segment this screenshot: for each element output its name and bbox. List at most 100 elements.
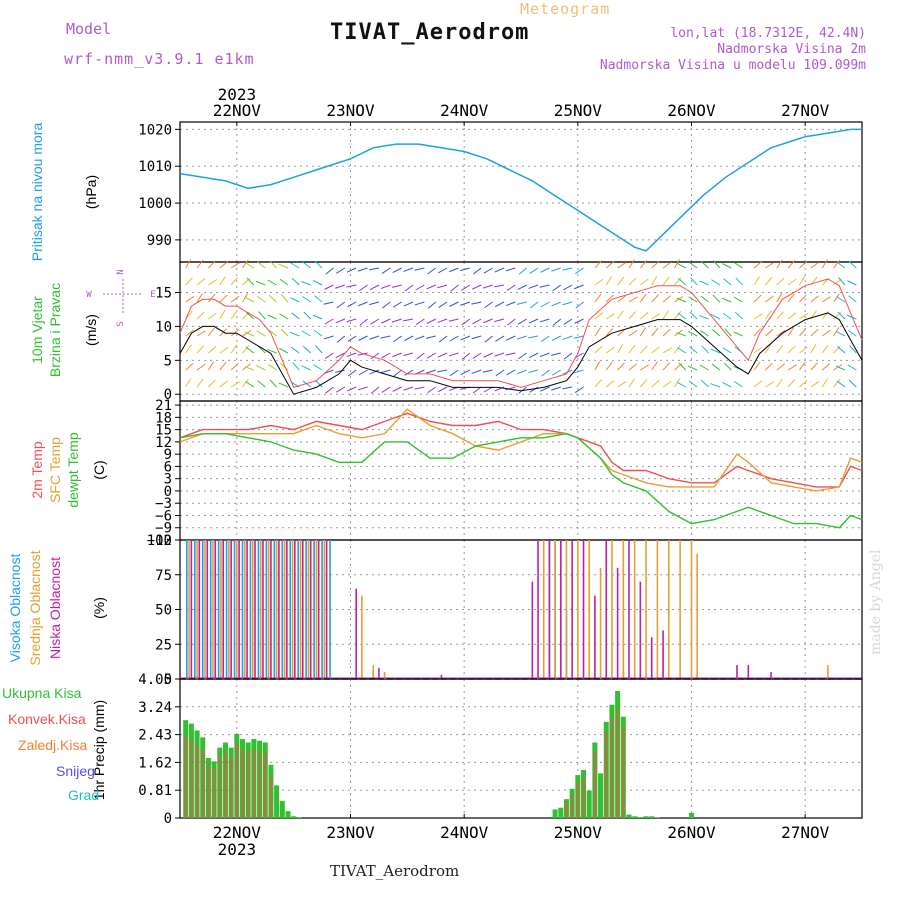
wind-arrow	[799, 328, 807, 337]
precip-frame	[179, 678, 863, 819]
wind-arrow	[528, 284, 539, 289]
wind-arrow	[617, 328, 626, 337]
wind-arrow	[678, 362, 687, 371]
wind-arrow	[301, 330, 311, 337]
wind-arrow	[426, 318, 436, 324]
wind-arrow	[425, 335, 436, 339]
top-day-label: 24NOV	[440, 101, 489, 120]
wind-arrow	[688, 261, 698, 269]
wind-arrow	[594, 260, 602, 269]
wind-arrow	[335, 386, 346, 393]
temperature-ytick-label: −3	[155, 496, 172, 512]
wind-arrow	[280, 328, 289, 337]
wind-arrow	[381, 352, 391, 359]
wind-arrow	[776, 311, 784, 320]
wind-arrow	[539, 318, 550, 323]
wind-arrow	[574, 318, 584, 324]
wind-arrow	[605, 276, 612, 286]
wind-arrow	[505, 301, 516, 307]
precip-bar-1	[184, 735, 188, 818]
wind-arrow	[753, 346, 763, 354]
wind-arrow	[269, 379, 277, 388]
wind-arrow	[651, 346, 660, 354]
precip-bar-1	[570, 793, 574, 818]
wind-arrow	[196, 378, 204, 388]
footer-station: TIVAT_Aerodrom	[330, 862, 460, 880]
wind-arrow	[392, 301, 402, 308]
wind-arrow	[403, 386, 414, 391]
precip-bar-1	[195, 744, 199, 818]
wind-arrow	[651, 379, 660, 388]
wind-arrow	[269, 260, 277, 269]
cloud-ytick-label: 100	[147, 533, 172, 549]
wind-arrow	[494, 352, 505, 357]
wind-arrow	[721, 297, 732, 303]
wind-arrow	[651, 294, 659, 303]
wind-arrow	[722, 263, 732, 269]
wind-arrow	[230, 295, 240, 303]
wind-arrow	[733, 296, 743, 303]
wind-arrow	[359, 318, 368, 326]
wind-arrow	[699, 280, 709, 286]
wind-arrow	[573, 369, 584, 374]
wind-arrow	[427, 301, 437, 309]
wind-arrow	[313, 364, 323, 371]
cloud-ytick-label: 0	[164, 672, 172, 688]
top-day-label: 22NOV	[213, 101, 262, 120]
wind-arrow	[639, 345, 648, 354]
wind-arrow	[574, 284, 584, 290]
wind-arrow	[438, 335, 448, 343]
wind-arrow	[677, 312, 687, 320]
precip-legend-item: Zaledj.Kisa	[18, 737, 87, 753]
wind-arrow	[753, 261, 762, 269]
wind-arrow	[821, 296, 831, 303]
wind-arrow	[246, 312, 255, 320]
precip-legend-item: Snijeg	[56, 763, 95, 779]
wind-arrow	[196, 311, 205, 320]
wind-arrow	[550, 352, 561, 356]
wind-arrow	[312, 314, 323, 320]
wind-arrow	[302, 261, 312, 269]
wind-arrow	[528, 318, 539, 324]
precip-bar-1	[212, 768, 216, 818]
wind-arrow	[414, 335, 425, 341]
wind-arrow	[677, 347, 687, 354]
wind-arrow	[336, 335, 346, 343]
wind-arrow	[185, 329, 194, 337]
wind-arrow	[765, 295, 774, 303]
wind-arrow	[301, 365, 311, 371]
precip-bar-0	[274, 785, 280, 818]
wind-arrow	[245, 346, 255, 354]
wind-arrow	[461, 284, 471, 291]
wind-arrow	[303, 311, 312, 320]
wind-arrow	[723, 362, 732, 371]
wind-arrow	[674, 378, 681, 388]
bottom-day-label: 26NOV	[667, 823, 716, 842]
wind-arrow	[448, 352, 459, 357]
wind-arrow	[257, 380, 266, 388]
wind-arrow	[848, 260, 857, 269]
wind-ylabel-sub: Brzina i Pravac	[47, 283, 63, 377]
wind-arrow	[403, 301, 414, 307]
wind-arrow	[700, 379, 709, 388]
wind-speed-line	[179, 312, 863, 395]
wind-arrow	[517, 318, 527, 325]
wind-arrow	[552, 284, 562, 292]
wind-arrow	[219, 294, 228, 303]
wind-arrow	[821, 329, 831, 337]
wind-arrow	[810, 344, 817, 354]
wind-arrow	[651, 276, 658, 286]
wind-arrow	[662, 380, 672, 388]
wind-arrow	[208, 260, 216, 269]
temp-ylabel-2m: 2m Temp	[29, 441, 45, 499]
wind-arrow	[256, 295, 266, 303]
compass-east: E	[150, 290, 155, 300]
wind-arrow	[753, 380, 763, 388]
wind-arrow	[837, 346, 846, 354]
wind-arrow	[449, 335, 459, 342]
pressure-ytick-label: 1000	[138, 196, 172, 212]
altitude-info: Nadmorska Visina 2m	[717, 42, 866, 57]
wind-arrow	[437, 318, 448, 323]
wind-arrow	[699, 364, 709, 371]
